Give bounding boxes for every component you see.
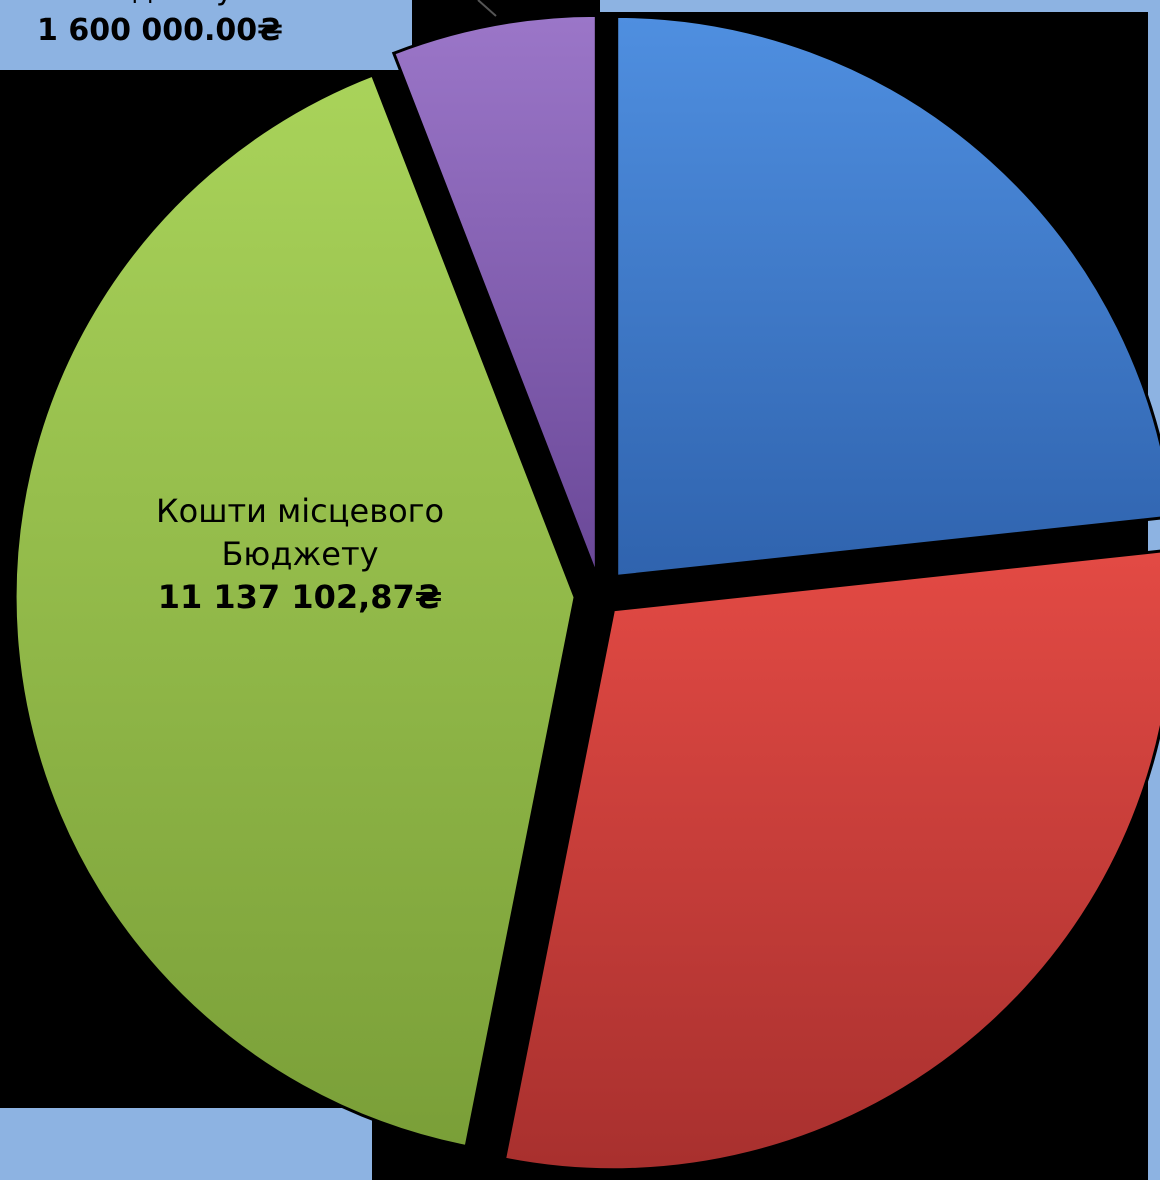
background-top-right xyxy=(600,0,1160,12)
slice-label-purple: Бюджету 1 600 000.00₴ xyxy=(0,0,320,51)
slice-label-green-amount: 11 137 102,87₴ xyxy=(157,578,443,617)
slice-label-green-line1: Кошти місцевого xyxy=(155,492,445,530)
slice-label-green: Кошти місцевого Бюджету 11 137 102,87₴ xyxy=(110,490,490,620)
slice-label-purple-line: Бюджету xyxy=(0,0,320,11)
slice-label-purple-amount: 1 600 000.00₴ xyxy=(37,12,283,48)
background-top-left xyxy=(0,0,412,70)
slice-purple xyxy=(391,13,598,576)
slice-red xyxy=(502,549,1160,1172)
slice-green xyxy=(13,73,577,1149)
background-bottom-left xyxy=(0,1108,372,1180)
slice-blue xyxy=(615,14,1160,579)
leader-line xyxy=(477,0,497,17)
slice-label-green-line2: Бюджету xyxy=(221,535,379,574)
